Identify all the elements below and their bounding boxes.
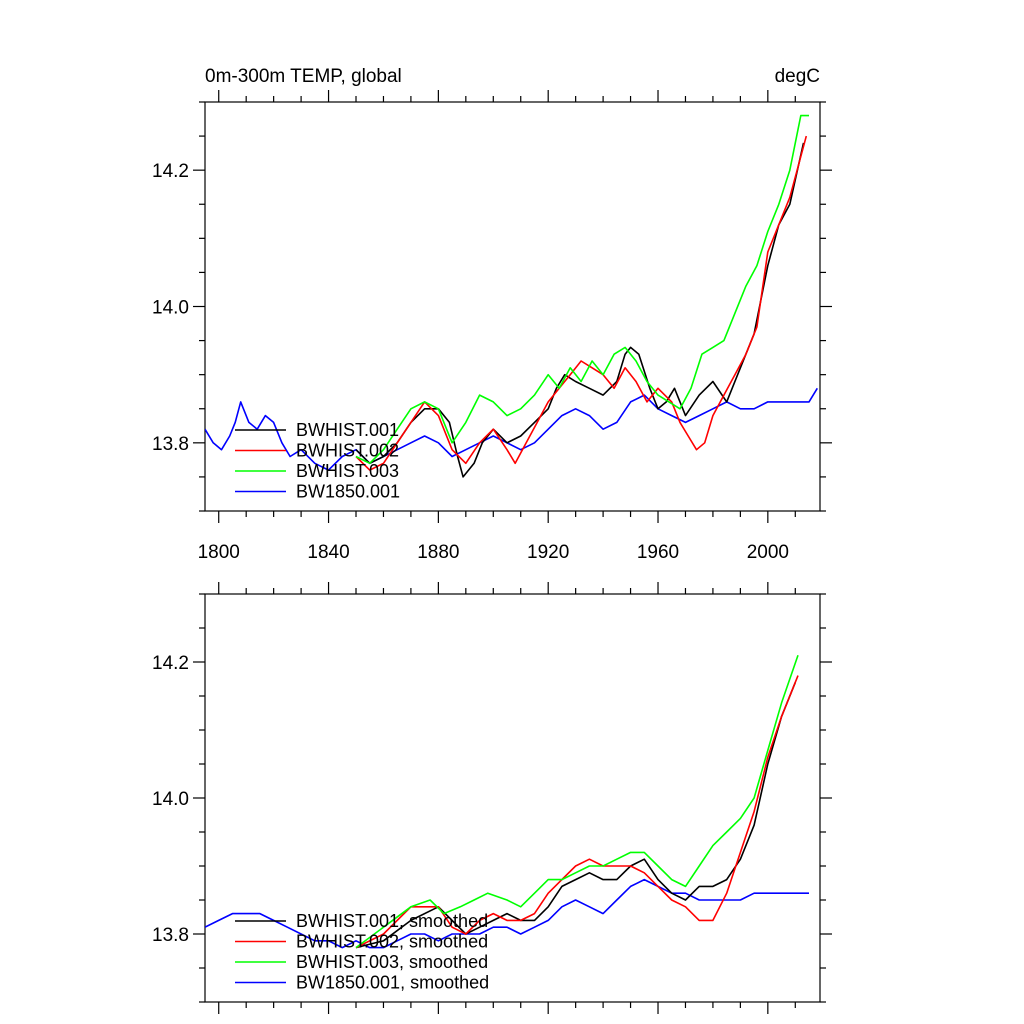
series-line-bw1850-001-smoothed (205, 878, 809, 949)
series-group (205, 654, 809, 949)
legend-label: BW1850.001, smoothed (296, 973, 489, 993)
legend-label: BWHIST.001, smoothed (296, 911, 488, 931)
legend-label: BW1850.001 (296, 482, 400, 502)
chart-units: degC (775, 66, 820, 87)
y-tick-label: 14.0 (152, 298, 189, 319)
series-line-bwhist-003-smoothed (355, 654, 799, 949)
series-group (205, 114, 818, 478)
y-tick-label: 14.0 (152, 789, 189, 810)
legend-label: BWHIST.002, smoothed (296, 932, 488, 952)
x-tick-label: 1920 (527, 542, 569, 563)
x-tick-label: 1800 (198, 542, 240, 563)
series-line-bwhist-002 (355, 135, 808, 471)
y-tick-label: 13.8 (152, 925, 189, 946)
legend-label: BWHIST.001 (296, 420, 399, 440)
legend-label: BWHIST.002 (296, 441, 399, 461)
series-line-bwhist-002-smoothed (355, 675, 799, 949)
series-line-bwhist-003 (355, 114, 809, 465)
x-tick-label: 2000 (747, 542, 789, 563)
series-line-bwhist-001 (355, 142, 805, 478)
y-tick-label: 14.2 (152, 653, 189, 674)
legend-label: BWHIST.003 (296, 461, 399, 481)
x-tick-label: 1880 (417, 542, 459, 563)
chart-title: 0m-300m TEMP, global (205, 66, 402, 87)
legend-label: BWHIST.003, smoothed (296, 952, 488, 972)
series-line-bwhist-001-smoothed (355, 682, 797, 949)
y-tick-label: 14.2 (152, 161, 189, 182)
chart-panel-1: 13.8 14.0 14.2 1800 1840 1880 1920 1960 2000 0m-3… (152, 66, 832, 563)
x-tick-label: 1960 (637, 542, 679, 563)
x-tick-label: 1840 (307, 542, 349, 563)
y-tick-label: 13.8 (152, 434, 189, 455)
